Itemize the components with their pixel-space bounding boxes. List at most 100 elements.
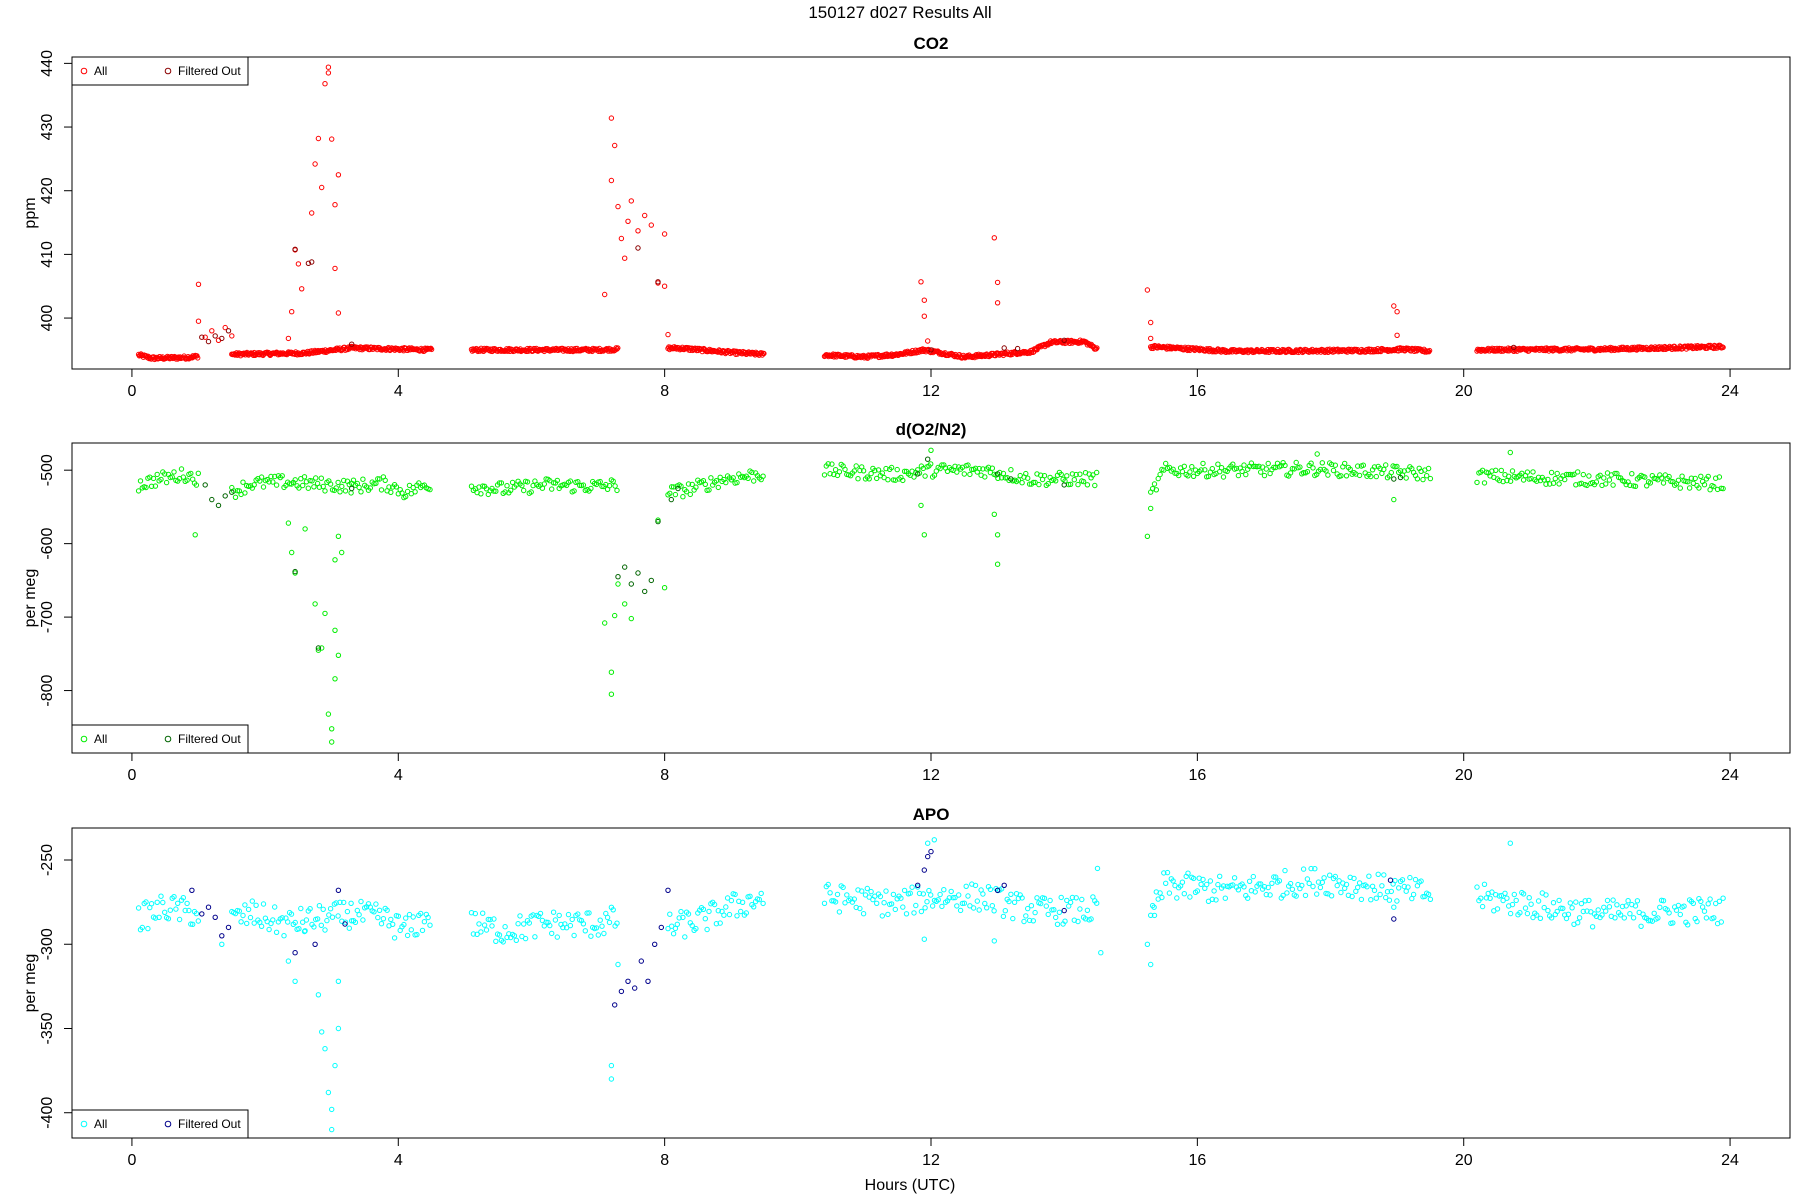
data-point-all-2-602 <box>1534 912 1540 918</box>
data-point-all-2-603 <box>1535 898 1542 904</box>
data-point-all-2-574 <box>1481 881 1488 887</box>
data-point-all-0-102 <box>250 352 257 358</box>
data-point-all-1-517 <box>1330 467 1337 474</box>
data-point-all-2-14 <box>162 909 168 915</box>
data-point-all-2-439 <box>1185 870 1191 876</box>
data-point-all-1-39 <box>240 479 246 485</box>
data-point-all-2-10 <box>154 899 160 905</box>
data-point-all-extra-2-0 <box>219 941 225 947</box>
data-point-all-2-178 <box>537 910 544 917</box>
data-point-all-2-692 <box>1701 908 1708 914</box>
data-point-all-1-179 <box>539 485 546 491</box>
data-point-all-2-378 <box>1019 895 1025 901</box>
data-point-all-1-86 <box>327 481 334 487</box>
legend-marker-all-2 <box>80 1120 88 1128</box>
data-point-all-1-684 <box>1686 485 1693 491</box>
data-point-all-2-228 <box>680 914 686 921</box>
y-tick-label-2--250: -250 <box>39 844 56 876</box>
x-tick-label-2-0: 0 <box>127 1152 136 1169</box>
data-point-all-2-385 <box>1032 909 1038 916</box>
data-point-all-2-573 <box>1479 903 1486 910</box>
y-tick-label-0-410: 410 <box>39 241 56 268</box>
data-point-all-2-552 <box>1396 885 1402 891</box>
legend-marker-filtered-1 <box>164 735 172 743</box>
data-point-all-1-224 <box>672 491 679 498</box>
x-tick-label-1-0: 0 <box>127 767 136 784</box>
data-point-all-2-597 <box>1524 910 1531 917</box>
data-point-all-2-29 <box>190 921 196 927</box>
data-point-all-2-492 <box>1284 890 1290 896</box>
data-point-all-2-172 <box>526 920 532 926</box>
data-point-all-2-5 <box>145 925 151 932</box>
data-point-filtered-1-20 <box>1008 476 1014 482</box>
data-point-filtered-0-10 <box>635 245 641 251</box>
data-point-all-2-4 <box>143 899 149 905</box>
data-point-all-1-518 <box>1332 462 1339 468</box>
data-point-all-2-270 <box>758 890 764 897</box>
data-point-all-2-371 <box>1006 898 1012 905</box>
data-point-all-1-442 <box>1190 473 1197 479</box>
data-point-all-2-658 <box>1638 923 1644 929</box>
data-point-all-2-620 <box>1567 900 1574 906</box>
data-point-filtered-2-10 <box>612 1002 618 1008</box>
data-point-all-1-580 <box>1493 467 1499 473</box>
data-point-all-2-130 <box>408 927 414 933</box>
data-point-all-extra-0-14 <box>315 135 322 142</box>
data-point-all-1-326 <box>922 473 928 479</box>
data-point-all-2-250 <box>721 912 727 918</box>
data-point-all-2-648 <box>1619 903 1626 910</box>
data-point-all-2-501 <box>1300 866 1307 872</box>
data-point-all-1-163 <box>509 479 516 486</box>
data-point-all-1-402 <box>1064 473 1070 479</box>
y-axis-label-1: per meg <box>22 569 39 628</box>
data-point-all-0-1322 <box>1426 347 1433 354</box>
data-point-all-1-343 <box>954 469 960 475</box>
data-point-all-2-547 <box>1386 897 1393 903</box>
data-point-all-2-32 <box>195 918 202 924</box>
data-point-all-2-167 <box>517 913 523 919</box>
data-point-all-2-640 <box>1604 897 1611 904</box>
data-point-all-2-396 <box>1053 914 1059 921</box>
data-point-all-2-568 <box>1425 891 1432 897</box>
data-point-all-2-328 <box>926 887 932 894</box>
data-point-all-extra-2-19 <box>991 938 997 944</box>
data-point-all-2-120 <box>390 921 396 927</box>
data-point-all-2-483 <box>1267 892 1273 898</box>
data-point-all-2-482 <box>1265 884 1271 891</box>
data-point-all-1-119 <box>388 489 394 495</box>
data-point-all-1-556 <box>1403 475 1409 481</box>
x-tick-label-2-24: 24 <box>1721 1152 1739 1169</box>
data-point-all-1-465 <box>1233 465 1240 472</box>
data-point-all-2-427 <box>1163 880 1169 886</box>
x-tick-label-1-12: 12 <box>922 767 940 784</box>
data-point-all-2-578 <box>1489 889 1495 895</box>
data-point-all-1-4 <box>143 484 149 491</box>
data-point-all-2-519 <box>1334 882 1340 889</box>
data-point-filtered-2-13 <box>632 985 638 991</box>
data-point-filtered-2-5 <box>225 924 232 931</box>
data-point-all-2-520 <box>1336 878 1342 884</box>
data-point-all-1-618 <box>1563 471 1570 478</box>
data-point-all-extra-1-32 <box>994 561 1001 567</box>
data-point-all-1-597 <box>1524 469 1531 475</box>
data-point-all-1-306 <box>885 477 891 483</box>
data-point-all-1-448 <box>1202 467 1208 473</box>
data-point-all-2-319 <box>909 884 915 890</box>
data-point-all-1-376 <box>1015 477 1022 483</box>
figure-title: 150127 d027 Results All <box>808 3 992 22</box>
x-tick-label-2-8: 8 <box>660 1152 669 1169</box>
data-point-all-2-481 <box>1263 891 1270 898</box>
y-tick-label-0-440: 440 <box>39 50 56 77</box>
data-point-all-1-221 <box>667 490 673 496</box>
data-point-all-1-103 <box>358 489 364 495</box>
y-tick-label-1--800: -800 <box>39 674 56 706</box>
data-point-all-1-653 <box>1629 471 1635 477</box>
data-point-all-2-147 <box>480 910 486 916</box>
data-point-all-2-652 <box>1627 911 1633 917</box>
data-point-all-2-464 <box>1231 875 1238 881</box>
data-point-all-2-477 <box>1256 881 1262 887</box>
data-point-all-1-255 <box>730 475 736 481</box>
data-point-all-2-665 <box>1651 910 1657 916</box>
data-point-filtered-0-9 <box>655 279 661 285</box>
data-point-all-2-184 <box>549 930 555 937</box>
